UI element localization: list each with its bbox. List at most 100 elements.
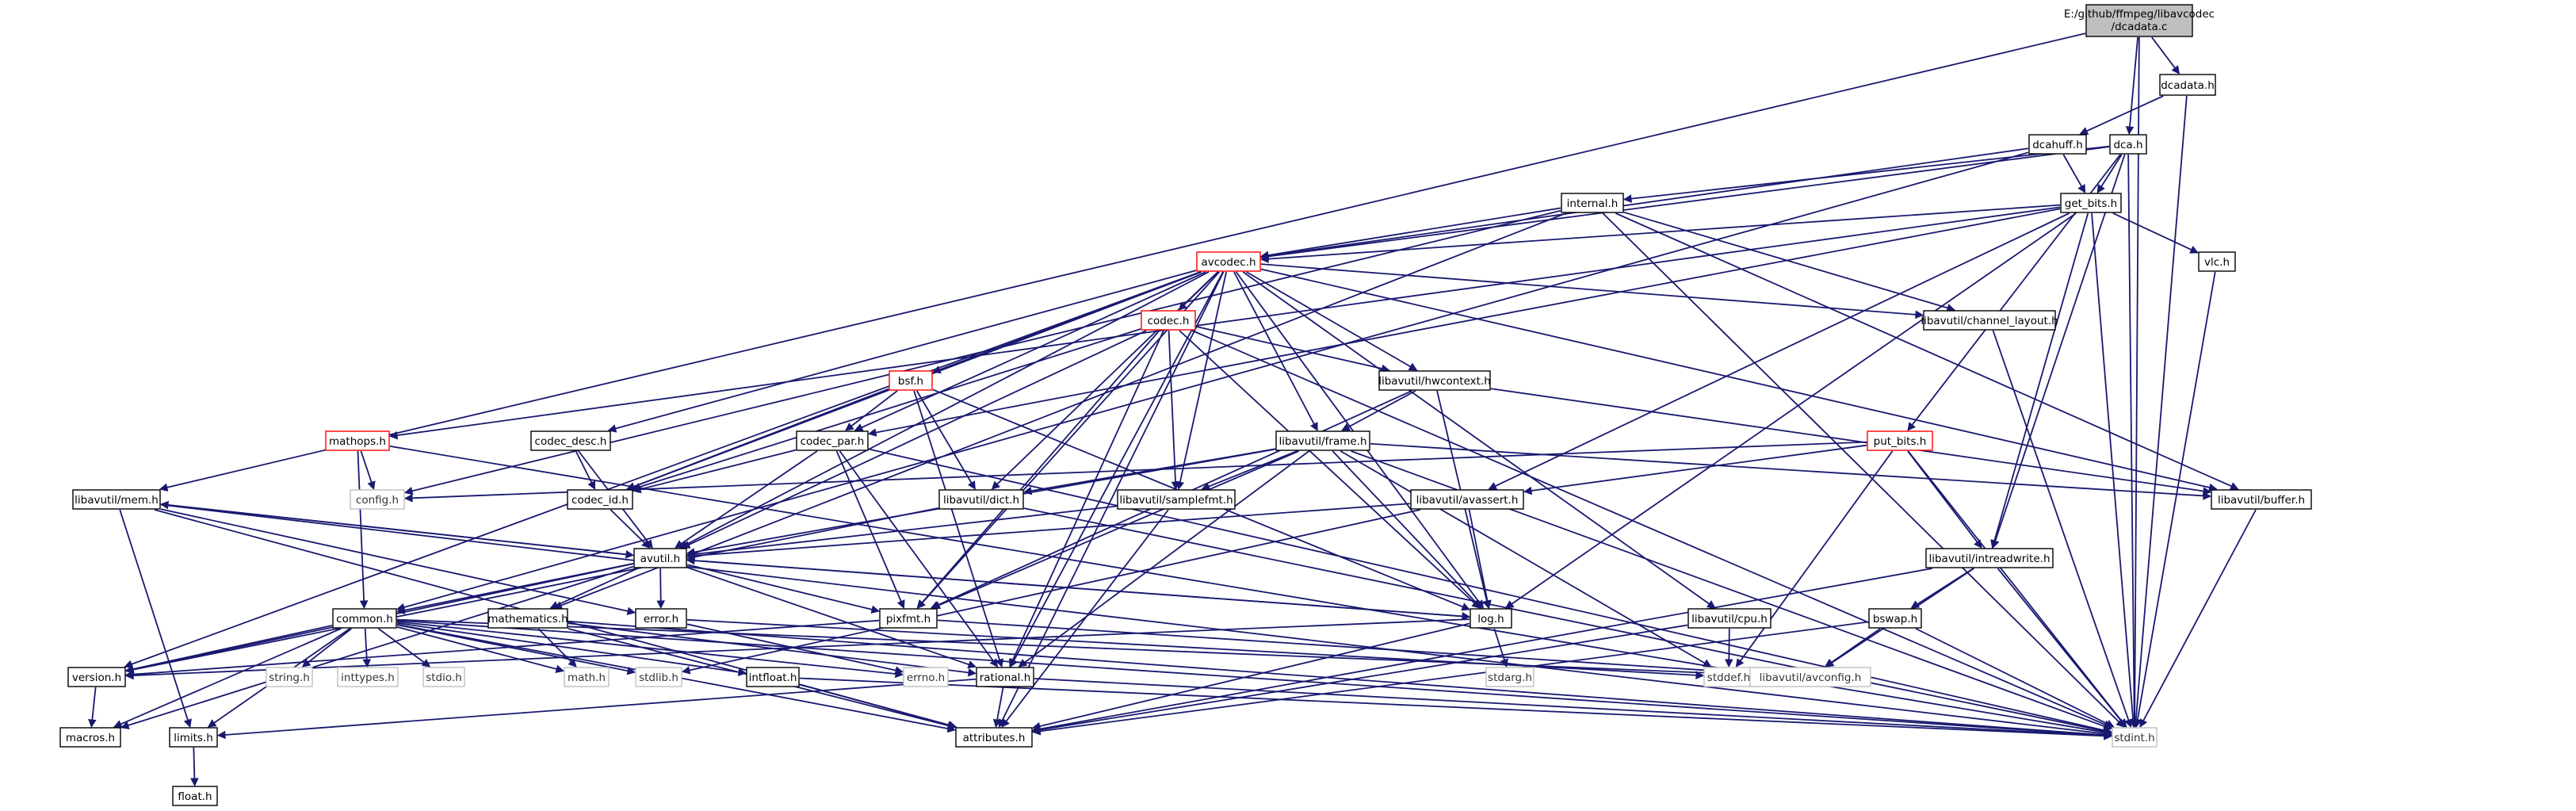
node-codec-h[interactable]: codec.h xyxy=(1141,310,1196,331)
edge-mathematics_h-to-math_h xyxy=(537,628,577,668)
node-bsf-h[interactable]: bsf.h xyxy=(889,370,933,391)
node-inttypes-h[interactable]: inttypes.h xyxy=(337,667,399,687)
edge-avassert_h-to-avutil_h xyxy=(686,503,1411,560)
edge-bswap_h-to-attributes_h xyxy=(1031,621,1869,736)
node-avutil-h[interactable]: avutil.h xyxy=(633,548,687,568)
edge-get_bits_h-to-mathops_h xyxy=(388,206,2061,440)
node-channel-layout-h[interactable]: libavutil/channel_layout.h xyxy=(1921,310,2058,331)
edge-avassert_h-to-stdlib_h xyxy=(681,509,1420,675)
node-mem-h[interactable]: libavutil/mem.h xyxy=(72,489,161,510)
node-pixfmt-h[interactable]: pixfmt.h xyxy=(879,608,938,629)
node-internal-h[interactable]: internal.h xyxy=(1561,193,1624,213)
node-avconfig-h[interactable]: libavutil/avconfig.h xyxy=(1749,667,1871,687)
node-label: get_bits.h xyxy=(2065,197,2117,210)
node-label: codec_id.h xyxy=(571,494,629,507)
node-label: libavutil/frame.h xyxy=(1278,435,1366,448)
node-limits-h[interactable]: limits.h xyxy=(169,727,218,748)
edge-get_bits_h-to-log_h xyxy=(1504,212,2077,609)
node-stdint-h[interactable]: stdint.h xyxy=(2112,727,2157,748)
node-stdio-h[interactable]: stdio.h xyxy=(422,667,465,687)
node-label: stddef.h xyxy=(1707,671,1750,684)
node-samplefmt-h[interactable]: libavutil/samplefmt.h xyxy=(1117,489,1236,510)
edge-avutil_h-to-macros_h xyxy=(120,565,634,729)
node-dict-h[interactable]: libavutil/dict.h xyxy=(938,489,1024,510)
node-stdlib-h[interactable]: stdlib.h xyxy=(635,667,682,687)
dependency-edges xyxy=(88,33,2257,787)
edge-get_bits_h-to-codec_par_h xyxy=(867,208,2061,437)
edge-codec_h-to-pixfmt_h xyxy=(916,330,1160,609)
node-get-bits-h[interactable]: get_bits.h xyxy=(2060,193,2122,213)
node-bswap-h[interactable]: bswap.h xyxy=(1868,608,1922,629)
node-label: string.h xyxy=(269,671,310,684)
edge-intreadwrite_h-to-stdint_h xyxy=(1997,568,2127,728)
node-put-bits-h[interactable]: put_bits.h xyxy=(1867,430,1933,451)
edge-avutil_h-to-mathematics_h xyxy=(549,568,638,609)
node-config-h[interactable]: config.h xyxy=(350,489,405,510)
node-label: libavutil/avconfig.h xyxy=(1760,671,1862,684)
node-frame-h[interactable]: libavutil/frame.h xyxy=(1275,430,1370,451)
node-label: float.h xyxy=(178,790,212,803)
edge-dca_h-to-internal_h xyxy=(1622,145,2110,203)
node-label: dcahuff.h xyxy=(2032,139,2083,151)
node-label: macros.h xyxy=(66,732,115,744)
node-string-h[interactable]: string.h xyxy=(266,667,313,687)
node-stddef-h[interactable]: stddef.h xyxy=(1703,667,1754,687)
node-label: math.h xyxy=(568,671,606,684)
node-error-h[interactable]: error.h xyxy=(635,608,687,629)
edge-version_h-to-macros_h xyxy=(88,687,97,729)
node-label: bsf.h xyxy=(898,375,923,388)
node-dcahuff-h[interactable]: dcahuff.h xyxy=(2028,134,2087,155)
node-dcadata-h[interactable]: dcadata.h xyxy=(2159,74,2216,96)
edge-avcodec_h-to-codec_desc_h xyxy=(607,270,1197,433)
node-macros-h[interactable]: macros.h xyxy=(59,727,121,748)
node-log-h[interactable]: log.h xyxy=(1470,608,1512,629)
node-label: internal.h xyxy=(1567,197,1619,210)
node-label: avcodec.h xyxy=(1201,256,1256,269)
node-buffer-h[interactable]: libavutil/buffer.h xyxy=(2211,489,2312,510)
node-avcodec-h[interactable]: avcodec.h xyxy=(1196,251,1261,272)
edge-frame_h-to-buffer_h xyxy=(1370,442,2212,500)
node-label: common.h xyxy=(336,613,393,625)
node-label: dcadata.h xyxy=(2161,79,2215,92)
edge-mem_h-to-error_h xyxy=(160,508,636,615)
node-label: libavutil/mem.h xyxy=(75,494,159,507)
edge-error_h-to-stddef_h xyxy=(686,618,1705,680)
node-errno-h[interactable]: errno.h xyxy=(903,667,949,687)
node-dca-h[interactable]: dca.h xyxy=(2109,134,2147,155)
node-codec-id-h[interactable]: codec_id.h xyxy=(567,489,633,510)
edge-put_bits_h-to-config_h xyxy=(403,441,1867,503)
node-label: dca.h xyxy=(2113,139,2142,151)
node-root[interactable]: E:/github/ffmpeg/libavcodec/dcadata.c xyxy=(2064,4,2215,37)
edge-dict_h-to-stdint_h xyxy=(1023,507,2113,736)
edge-codec_desc_h-to-codec_id_h xyxy=(575,450,595,490)
node-mathematics-h[interactable]: mathematics.h xyxy=(487,608,568,629)
node-cpu-h[interactable]: libavutil/cpu.h xyxy=(1687,608,1771,629)
node-stdarg-h[interactable]: stdarg.h xyxy=(1485,667,1535,687)
node-label: libavutil/cpu.h xyxy=(1691,613,1768,625)
node-version-h[interactable]: version.h xyxy=(67,667,126,687)
node-float-h[interactable]: float.h xyxy=(172,786,218,806)
node-label: stdio.h xyxy=(426,671,462,684)
node-common-h[interactable]: common.h xyxy=(332,608,397,629)
edge-bsf_h-to-codec_par_h xyxy=(845,390,898,431)
node-avassert-h[interactable]: libavutil/avassert.h xyxy=(1410,489,1524,510)
node-rational-h[interactable]: rational.h xyxy=(976,667,1034,687)
edge-rational_h-to-attributes_h xyxy=(992,687,1004,729)
node-vlc-h[interactable]: vlc.h xyxy=(2198,251,2236,272)
node-hwcontext-h[interactable]: libavutil/hwcontext.h xyxy=(1378,370,1491,391)
edge-avcodec_h-to-codec_par_h xyxy=(854,271,1206,431)
edge-avutil_h-to-error_h xyxy=(656,568,666,610)
edge-mem_h-to-limits_h xyxy=(119,509,192,729)
node-attributes-h[interactable]: attributes.h xyxy=(955,727,1033,748)
node-label: avutil.h xyxy=(640,553,680,565)
node-intfloat-h[interactable]: intfloat.h xyxy=(746,667,800,687)
edge-common_h-to-macros_h xyxy=(113,628,342,729)
node-label: stdarg.h xyxy=(1488,671,1532,684)
node-codec-par-h[interactable]: codec_par.h xyxy=(796,430,869,451)
node-label: vlc.h xyxy=(2204,256,2230,269)
node-math-h[interactable]: math.h xyxy=(564,667,610,687)
node-intreadwrite-h[interactable]: libavutil/intreadwrite.h xyxy=(1925,548,2054,568)
edge-cpu_h-to-stddef_h xyxy=(1724,628,1733,668)
node-mathops-h[interactable]: mathops.h xyxy=(325,430,390,451)
node-codec-desc-h[interactable]: codec_desc.h xyxy=(530,430,611,451)
